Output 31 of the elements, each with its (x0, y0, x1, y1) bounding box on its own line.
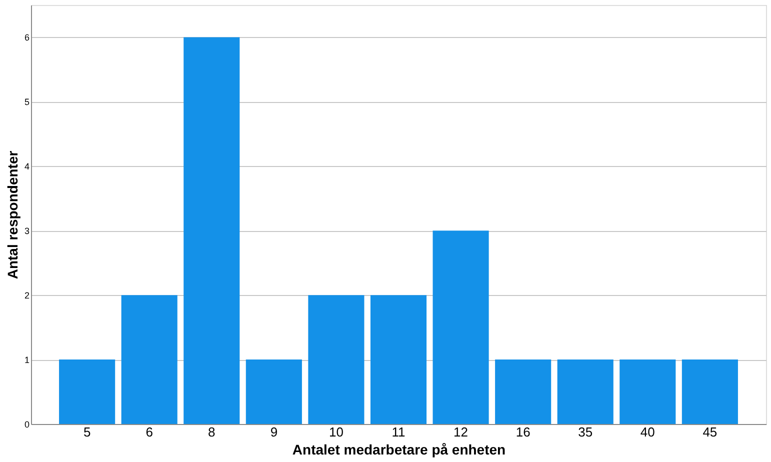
bar (121, 295, 178, 424)
bar (308, 295, 364, 424)
x-tick-label: 11 (392, 424, 406, 440)
x-tick-label: 16 (516, 424, 530, 440)
y-axis-title: Antal respondenter (4, 150, 20, 280)
x-tick-label: 9 (270, 424, 278, 440)
bar (59, 360, 116, 424)
bar (495, 360, 552, 424)
bar (557, 360, 614, 424)
x-tick-label: 12 (454, 424, 468, 440)
y-tick-label: 4 (24, 162, 30, 172)
x-tick-label: 40 (640, 424, 655, 440)
y-tick-label: 5 (24, 97, 30, 108)
y-tick-label: 3 (24, 226, 30, 236)
y-tick-label: 0 (24, 420, 30, 430)
y-tick-label: 6 (24, 32, 30, 43)
x-tick-label: 35 (578, 424, 593, 440)
bar (184, 37, 240, 424)
x-tick-label: 8 (208, 424, 216, 440)
x-axis-title: Antalet medarbetare på enheten (292, 442, 506, 458)
bar (370, 295, 427, 424)
x-tick-label: 5 (83, 424, 91, 440)
bar (620, 360, 676, 424)
bar (246, 360, 302, 424)
x-tick-label: 6 (146, 424, 153, 440)
y-tick-label: 1 (24, 355, 30, 366)
bar (432, 230, 489, 424)
x-tick-label: 45 (702, 424, 718, 440)
bar (682, 360, 738, 424)
y-tick-label: 2 (24, 290, 30, 301)
x-tick-label: 10 (328, 424, 344, 440)
